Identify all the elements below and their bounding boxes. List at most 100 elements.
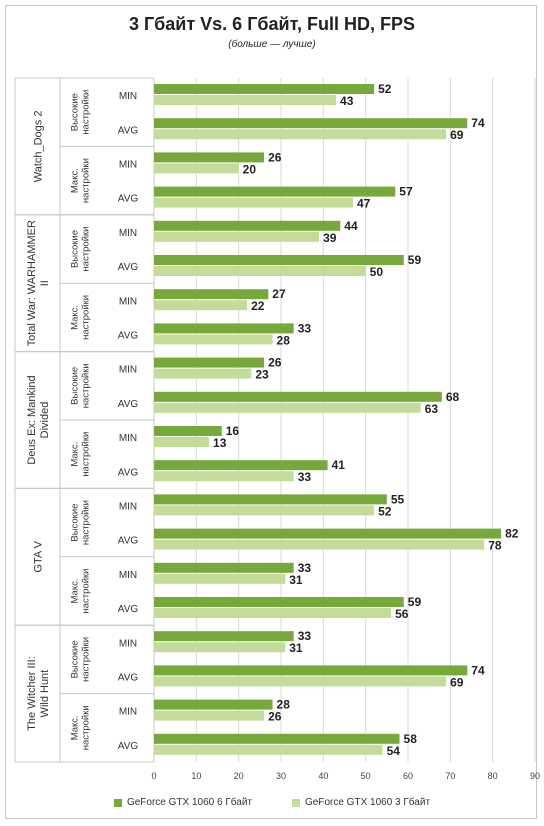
bar-3gb	[154, 471, 294, 482]
bar-3gb	[154, 197, 353, 208]
data-label-6gb: 68	[446, 390, 460, 404]
setting-label: Высокиенастройки	[70, 90, 92, 135]
metric-label: MIN	[119, 160, 137, 171]
setting-label: Высокиенастройки	[70, 363, 92, 408]
bar-6gb	[154, 426, 222, 436]
data-label-3gb: 50	[370, 265, 384, 279]
metric-label: MIN	[119, 365, 137, 376]
data-label-3gb: 26	[268, 710, 282, 724]
bar-3gb	[154, 505, 375, 516]
bar-6gb	[154, 631, 294, 642]
data-label-6gb: 82	[505, 527, 519, 541]
data-label-6gb: 16	[226, 424, 240, 438]
bar-3gb	[154, 676, 447, 687]
data-label-3gb: 22	[251, 299, 265, 313]
bar-6gb	[154, 391, 442, 402]
bar-6gb	[154, 528, 502, 539]
data-label-3gb: 69	[450, 128, 464, 142]
data-label-3gb: 39	[323, 231, 337, 245]
chart-subtitle: (больше — лучше)	[228, 39, 316, 50]
metric-label: AVG	[118, 604, 139, 615]
bar-6gb	[154, 220, 341, 231]
bar-6gb	[154, 460, 328, 471]
data-label-6gb: 26	[268, 356, 282, 370]
x-tick-label: 10	[191, 771, 201, 781]
data-label-6gb: 57	[399, 185, 413, 199]
bar-3gb	[154, 95, 337, 105]
bar-6gb	[154, 699, 273, 710]
x-tick-label: 70	[445, 771, 455, 781]
data-label-3gb: 31	[289, 573, 303, 587]
legend-swatch-3gb	[292, 798, 300, 807]
data-label-3gb: 31	[289, 641, 303, 655]
bar-3gb	[154, 539, 485, 550]
setting-label: Макс.настройки	[70, 158, 92, 203]
legend-swatch-6gb	[113, 798, 122, 807]
metric-label: AVG	[118, 194, 139, 205]
data-label-3gb: 56	[395, 607, 409, 621]
x-tick-label: 40	[318, 771, 328, 781]
game-label: Deus Ex: MankindDivided	[26, 375, 51, 464]
data-label-3gb: 23	[255, 368, 269, 382]
data-label-3gb: 13	[213, 436, 227, 450]
data-label-6gb: 59	[408, 253, 422, 267]
bar-6gb	[154, 562, 294, 573]
legend-label-3gb: GeForce GTX 1060 3 Гбайт	[305, 797, 431, 808]
bar-3gb	[154, 402, 421, 413]
setting-label: Макс.настройки	[70, 295, 92, 340]
x-tick-label: 60	[403, 771, 413, 781]
metric-label: MIN	[119, 570, 137, 581]
legend-item-6gb: GeForce GTX 1060 6 Гбайт	[113, 797, 252, 808]
setting-label: Высокиенастройки	[70, 227, 92, 272]
bar-6gb	[154, 357, 265, 368]
bar-6gb	[154, 665, 468, 676]
bar-3gb	[154, 368, 252, 379]
setting-label: Макс.настройки	[70, 569, 92, 614]
metric-label: MIN	[119, 638, 137, 649]
data-label-6gb: 44	[344, 219, 358, 233]
bar-3gb	[154, 573, 286, 584]
x-tick-label: 0	[151, 771, 156, 781]
data-label-3gb: 33	[298, 470, 312, 484]
data-label-6gb: 41	[332, 458, 346, 472]
bar-3gb	[154, 334, 273, 345]
metric-label: AVG	[118, 262, 139, 273]
data-label-6gb: 74	[471, 663, 485, 677]
bar-3gb	[154, 163, 239, 174]
legend-label-6gb: GeForce GTX 1060 6 Гбайт	[126, 797, 252, 808]
bar-6gb	[154, 597, 404, 607]
bar-3gb	[154, 266, 366, 276]
bar-6gb	[154, 186, 396, 197]
data-label-3gb: 52	[378, 504, 392, 518]
bar-3gb	[154, 642, 286, 653]
setting-label: Макс.настройки	[70, 705, 92, 750]
bar-3gb	[154, 231, 320, 242]
bar-3gb	[154, 710, 265, 721]
game-label: GTA V	[33, 540, 45, 572]
x-tick-label: 30	[276, 771, 286, 781]
x-tick-label: 50	[361, 771, 371, 781]
bar-6gb	[154, 255, 404, 265]
metric-label: AVG	[118, 125, 139, 136]
data-label-6gb: 33	[298, 561, 312, 575]
data-label-3gb: 78	[488, 539, 502, 553]
metric-label: AVG	[118, 673, 139, 684]
x-tick-label: 90	[530, 771, 540, 781]
data-label-3gb: 69	[450, 675, 464, 689]
data-label-6gb: 59	[408, 595, 422, 609]
bar-3gb	[154, 129, 447, 140]
metric-label: MIN	[119, 91, 137, 102]
metric-label: MIN	[119, 433, 137, 444]
metric-label: MIN	[119, 707, 137, 718]
metric-label: MIN	[119, 502, 137, 513]
setting-label: Высокиенастройки	[70, 500, 92, 545]
bar-6gb	[154, 152, 265, 163]
data-label-3gb: 54	[387, 744, 401, 758]
bar-3gb	[154, 744, 383, 755]
data-label-3gb: 20	[243, 162, 257, 176]
data-label-6gb: 28	[277, 698, 291, 712]
x-tick-label: 20	[234, 771, 244, 781]
data-label-6gb: 33	[298, 321, 312, 335]
metric-label: AVG	[118, 467, 139, 478]
